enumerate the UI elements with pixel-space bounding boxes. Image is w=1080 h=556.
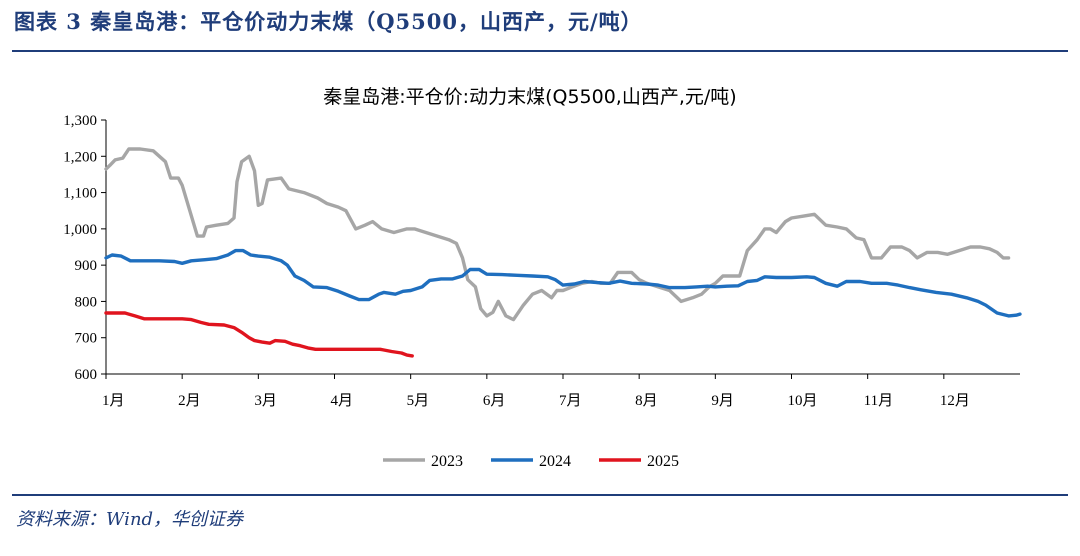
legend: 2023 2024 2025 [383,453,679,470]
series-line-2025 [104,311,414,358]
x-tick-label: 11月 [864,393,893,409]
x-tick-label: 10月 [788,393,818,409]
legend-label-2023: 2023 [431,453,463,470]
y-tick-label: 1,300 [63,113,97,129]
x-tick-label: 6月 [483,393,506,409]
y-tick-label: 700 [75,331,98,347]
x-tick-label: 7月 [559,393,582,409]
series-lines [104,147,1022,358]
bottom-rule [12,494,1068,496]
x-tick-label: 1月 [102,393,125,409]
y-tick-label: 900 [75,258,98,274]
x-tick-label: 4月 [331,393,354,409]
chart-title: 秦皇岛港:平仓价:动力末煤(Q5500,山西产,元/吨) [323,86,736,108]
source-note: 资料来源：Wind，华创证券 [16,509,244,530]
y-tick-label: 1,200 [63,149,97,165]
x-tick-label: 2月 [178,393,201,409]
y-tick-label: 600 [75,367,98,383]
x-tick-label: 9月 [711,393,734,409]
legend-label-2024: 2024 [539,453,571,470]
series-line-2024 [104,248,1022,318]
series-line-2023 [104,147,1011,322]
figure-title: 图表 3 秦皇岛港：平仓价动力末煤（Q5500，山西产，元/吨） [14,9,643,34]
x-tick-label: 8月 [635,393,658,409]
axes: 600 700 800 900 1,000 1,100 1,200 1,300 1月 2月 3月 4月… [63,113,1020,409]
y-tick-label: 1,100 [63,186,97,202]
x-tick-label: 5月 [407,393,430,409]
x-tick-label: 12月 [940,393,970,409]
y-tick-label: 800 [75,294,98,310]
legend-label-2025: 2025 [647,453,679,470]
y-tick-label: 1,000 [63,222,97,238]
top-rule [12,50,1068,52]
x-tick-label: 3月 [254,393,277,409]
